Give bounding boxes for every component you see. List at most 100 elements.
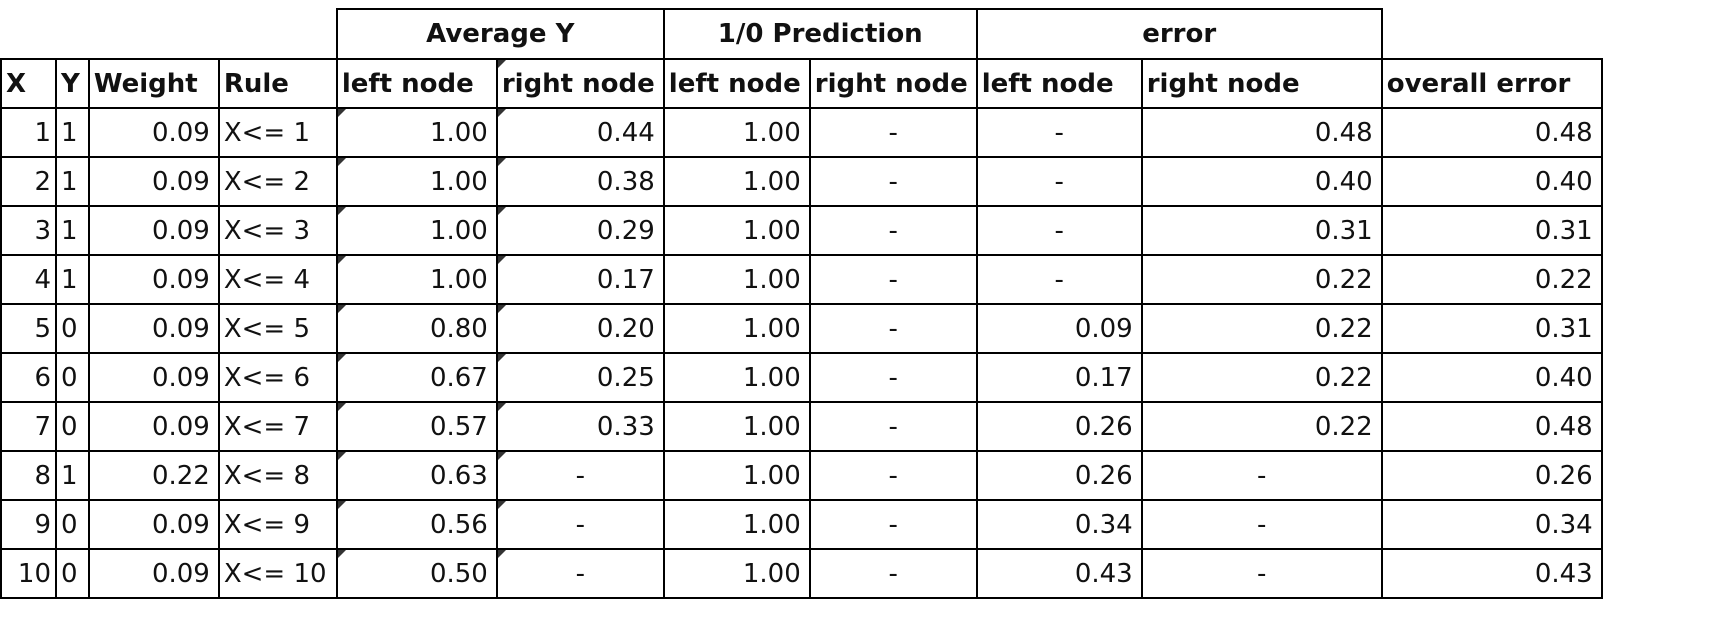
cell-y[interactable]: 1: [55, 254, 90, 305]
cell-pred-right[interactable]: -: [808, 401, 978, 452]
header-pred-left[interactable]: left node: [662, 58, 811, 109]
group-average-y[interactable]: Average Y: [335, 8, 665, 60]
cell-rule[interactable]: X<= 10: [217, 548, 338, 599]
cell-x[interactable]: 10: [0, 548, 57, 599]
header-err-right[interactable]: right node: [1140, 58, 1383, 109]
cell-overall-error[interactable]: 0.34: [1380, 499, 1603, 550]
cell-avg-left[interactable]: 0.50: [335, 548, 498, 599]
cell-x[interactable]: 2: [0, 156, 57, 207]
cell-avg-right[interactable]: 0.29: [495, 205, 665, 256]
cell-pred-right[interactable]: -: [808, 548, 978, 599]
cell-pred-right[interactable]: -: [808, 450, 978, 501]
cell-weight[interactable]: 0.09: [87, 352, 220, 403]
cell-y[interactable]: 1: [55, 107, 90, 158]
cell-pred-right[interactable]: -: [808, 499, 978, 550]
group-prediction[interactable]: 1/0 Prediction: [662, 8, 978, 60]
cell-x[interactable]: 3: [0, 205, 57, 256]
cell-err-left[interactable]: 0.34: [975, 499, 1143, 550]
header-err-left[interactable]: left node: [975, 58, 1143, 109]
cell-avg-right[interactable]: 0.25: [495, 352, 665, 403]
cell-avg-right[interactable]: 0.33: [495, 401, 665, 452]
cell-err-right[interactable]: -: [1140, 548, 1383, 599]
cell-x[interactable]: 5: [0, 303, 57, 354]
cell-weight[interactable]: 0.09: [87, 499, 220, 550]
header-y[interactable]: Y: [55, 58, 90, 109]
cell-avg-left[interactable]: 0.67: [335, 352, 498, 403]
cell-weight[interactable]: 0.09: [87, 107, 220, 158]
cell-rule[interactable]: X<= 3: [217, 205, 338, 256]
cell-err-left[interactable]: 0.26: [975, 450, 1143, 501]
header-x[interactable]: X: [0, 58, 57, 109]
header-avg-right[interactable]: right node: [495, 58, 665, 109]
cell-err-left[interactable]: 0.26: [975, 401, 1143, 452]
cell-pred-right[interactable]: -: [808, 352, 978, 403]
cell-err-right[interactable]: -: [1140, 450, 1383, 501]
cell-err-left[interactable]: -: [975, 205, 1143, 256]
cell-weight[interactable]: 0.09: [87, 401, 220, 452]
cell-avg-left[interactable]: 0.57: [335, 401, 498, 452]
cell-pred-left[interactable]: 1.00: [662, 499, 811, 550]
header-avg-left[interactable]: left node: [335, 58, 498, 109]
cell-pred-right[interactable]: -: [808, 254, 978, 305]
cell-rule[interactable]: X<= 7: [217, 401, 338, 452]
cell-rule[interactable]: X<= 8: [217, 450, 338, 501]
cell-avg-right[interactable]: -: [495, 548, 665, 599]
cell-x[interactable]: 7: [0, 401, 57, 452]
cell-y[interactable]: 0: [55, 548, 90, 599]
cell-pred-left[interactable]: 1.00: [662, 303, 811, 354]
cell-err-left[interactable]: 0.43: [975, 548, 1143, 599]
cell-avg-left[interactable]: 0.80: [335, 303, 498, 354]
cell-weight[interactable]: 0.09: [87, 205, 220, 256]
cell-overall-error[interactable]: 0.40: [1380, 352, 1603, 403]
cell-rule[interactable]: X<= 1: [217, 107, 338, 158]
cell-avg-left[interactable]: 0.56: [335, 499, 498, 550]
cell-err-right[interactable]: 0.22: [1140, 401, 1383, 452]
cell-err-left[interactable]: -: [975, 254, 1143, 305]
cell-y[interactable]: 0: [55, 499, 90, 550]
cell-pred-left[interactable]: 1.00: [662, 450, 811, 501]
cell-err-right[interactable]: 0.22: [1140, 352, 1383, 403]
cell-y[interactable]: 0: [55, 401, 90, 452]
cell-y[interactable]: 0: [55, 352, 90, 403]
cell-err-left[interactable]: -: [975, 156, 1143, 207]
cell-rule[interactable]: X<= 2: [217, 156, 338, 207]
cell-avg-right[interactable]: 0.20: [495, 303, 665, 354]
cell-x[interactable]: 1: [0, 107, 57, 158]
cell-err-right[interactable]: -: [1140, 499, 1383, 550]
cell-err-right[interactable]: 0.40: [1140, 156, 1383, 207]
cell-pred-left[interactable]: 1.00: [662, 205, 811, 256]
cell-avg-right[interactable]: 0.44: [495, 107, 665, 158]
cell-avg-right[interactable]: 0.17: [495, 254, 665, 305]
cell-overall-error[interactable]: 0.31: [1380, 303, 1603, 354]
header-pred-right[interactable]: right node: [808, 58, 978, 109]
cell-pred-left[interactable]: 1.00: [662, 401, 811, 452]
cell-weight[interactable]: 0.09: [87, 254, 220, 305]
cell-y[interactable]: 1: [55, 205, 90, 256]
cell-x[interactable]: 6: [0, 352, 57, 403]
cell-pred-left[interactable]: 1.00: [662, 548, 811, 599]
cell-x[interactable]: 4: [0, 254, 57, 305]
cell-err-left[interactable]: 0.09: [975, 303, 1143, 354]
cell-pred-right[interactable]: -: [808, 156, 978, 207]
cell-overall-error[interactable]: 0.22: [1380, 254, 1603, 305]
cell-y[interactable]: 1: [55, 450, 90, 501]
cell-err-right[interactable]: 0.48: [1140, 107, 1383, 158]
cell-weight[interactable]: 0.09: [87, 548, 220, 599]
cell-err-left[interactable]: -: [975, 107, 1143, 158]
cell-avg-left[interactable]: 1.00: [335, 254, 498, 305]
header-overall-error[interactable]: overall error: [1380, 58, 1603, 109]
cell-overall-error[interactable]: 0.26: [1380, 450, 1603, 501]
cell-x[interactable]: 8: [0, 450, 57, 501]
cell-y[interactable]: 0: [55, 303, 90, 354]
cell-x[interactable]: 9: [0, 499, 57, 550]
header-rule[interactable]: Rule: [217, 58, 338, 109]
cell-weight[interactable]: 0.09: [87, 156, 220, 207]
cell-overall-error[interactable]: 0.48: [1380, 401, 1603, 452]
cell-avg-right[interactable]: -: [495, 499, 665, 550]
cell-avg-left[interactable]: 1.00: [335, 107, 498, 158]
cell-err-right[interactable]: 0.31: [1140, 205, 1383, 256]
cell-pred-left[interactable]: 1.00: [662, 156, 811, 207]
cell-overall-error[interactable]: 0.43: [1380, 548, 1603, 599]
cell-weight[interactable]: 0.09: [87, 303, 220, 354]
cell-err-right[interactable]: 0.22: [1140, 303, 1383, 354]
